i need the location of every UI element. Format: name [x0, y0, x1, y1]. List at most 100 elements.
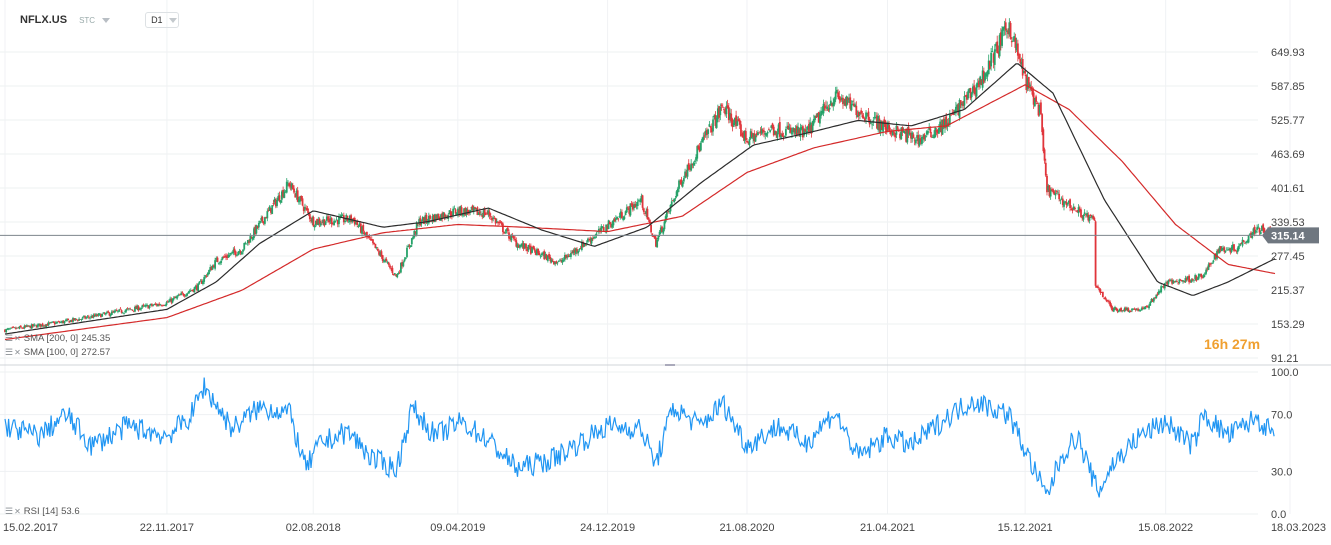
candle-body	[1027, 77, 1030, 86]
candle-body	[225, 255, 227, 258]
menu-icon[interactable]: ☰	[5, 347, 14, 357]
candle-body	[259, 220, 261, 223]
candle-body	[991, 51, 994, 52]
candle-body	[171, 298, 174, 303]
candle-body	[528, 245, 531, 247]
candle-body	[332, 223, 334, 225]
candle-body	[1239, 244, 1241, 246]
candle-body	[413, 230, 416, 238]
candle-body	[1026, 78, 1029, 89]
candle-body	[87, 316, 90, 318]
candle-body	[24, 325, 27, 327]
candle-body	[420, 222, 423, 225]
sma200-legend[interactable]: ☰ ✕ SMA [200, 0] 245.35	[5, 333, 110, 344]
candle-body	[1121, 310, 1124, 312]
candle-body	[373, 242, 376, 245]
candle-body	[285, 181, 288, 193]
candle-body	[839, 98, 842, 101]
rsi-tick-label: 100.0	[1271, 367, 1299, 379]
candle-body	[488, 211, 491, 216]
candle-body	[925, 131, 928, 135]
candle-body	[906, 129, 909, 143]
candle-body	[333, 220, 336, 226]
candle-body	[240, 252, 243, 255]
candle-body	[472, 207, 475, 211]
candle-body	[153, 304, 156, 305]
menu-icon[interactable]: ☰	[5, 506, 14, 516]
close-icon[interactable]: ✕	[14, 348, 21, 357]
close-icon[interactable]: ✕	[14, 334, 21, 343]
candle-body	[1014, 37, 1017, 48]
candle-body	[72, 318, 74, 322]
candle-body	[996, 41, 999, 54]
candle-body	[1174, 280, 1177, 283]
candle-body	[352, 218, 355, 220]
candle-body	[602, 227, 605, 231]
candle-body	[1016, 43, 1019, 56]
candle-body	[17, 327, 20, 329]
candle-body	[1196, 278, 1199, 280]
candle-body	[1006, 30, 1008, 32]
candle-body	[972, 86, 974, 93]
candle-body	[498, 221, 501, 224]
candle-body	[710, 128, 713, 133]
candle-body	[28, 325, 31, 327]
candle-body	[90, 315, 93, 318]
candle-body	[387, 262, 390, 265]
candle-body	[80, 318, 83, 320]
candle-body	[385, 259, 388, 261]
candle-body	[611, 223, 614, 228]
candle-body	[1193, 279, 1195, 281]
candle-body	[1116, 308, 1119, 312]
candle-body	[1135, 309, 1138, 311]
candle-body	[820, 111, 823, 116]
close-icon[interactable]: ✕	[14, 507, 21, 516]
candle-body	[1110, 304, 1113, 309]
symbol-type-dropdown[interactable]: STC	[79, 16, 111, 25]
rsi-axis[interactable]: 100.0 70.0 30.0 0.0	[1271, 367, 1299, 521]
candle-body	[1244, 242, 1246, 244]
candle-body	[896, 126, 899, 129]
candle-body	[189, 290, 192, 292]
rsi-legend[interactable]: ☰ ✕ RSI [14] 53.6	[5, 506, 80, 517]
candle-body	[539, 255, 542, 257]
candle-body	[414, 231, 417, 234]
candle-body	[1054, 193, 1057, 196]
candle-body	[266, 211, 269, 219]
candle-body	[890, 131, 893, 133]
candle-body	[1038, 105, 1041, 113]
rsi-tick-label: 70.0	[1271, 410, 1292, 422]
candle-body	[845, 96, 848, 106]
candle-body	[239, 251, 242, 254]
candle-body	[1071, 208, 1074, 212]
candle-body	[981, 70, 984, 88]
candle-body	[517, 245, 520, 248]
price-axis[interactable]: 649.93 587.85 525.77 463.69 401.61 339.53 277.…	[1271, 47, 1305, 365]
candle-body	[1126, 307, 1129, 311]
candle-body	[922, 136, 925, 139]
sma100-legend[interactable]: ☰ ✕ SMA [100, 0] 272.57	[5, 347, 110, 358]
candle-body	[848, 97, 850, 103]
price-tick-label: 587.85	[1271, 81, 1305, 93]
candle-body	[457, 208, 459, 215]
candle-body	[1178, 279, 1181, 284]
candle-body	[1144, 306, 1147, 310]
symbol-label[interactable]: NFLX.US	[20, 14, 68, 26]
timeframe-dropdown[interactable]: D1	[145, 12, 180, 28]
candle-body	[1180, 280, 1183, 281]
time-axis[interactable]: 15.02.2017 22.11.2017 02.08.2018 09.04.2019…	[3, 522, 1326, 534]
pane-divider-handle[interactable]	[665, 364, 675, 366]
menu-icon[interactable]: ☰	[5, 333, 14, 343]
candle-body	[928, 126, 931, 130]
candle-body	[1077, 207, 1080, 214]
candle-body	[699, 142, 702, 151]
candle-body	[597, 228, 600, 233]
candle-body	[555, 261, 558, 264]
candle-body	[182, 293, 185, 296]
candle-body	[120, 310, 123, 313]
candle-body	[431, 216, 434, 222]
candle-body	[1104, 297, 1107, 300]
candle-body	[127, 308, 130, 310]
candle-body	[369, 238, 372, 240]
